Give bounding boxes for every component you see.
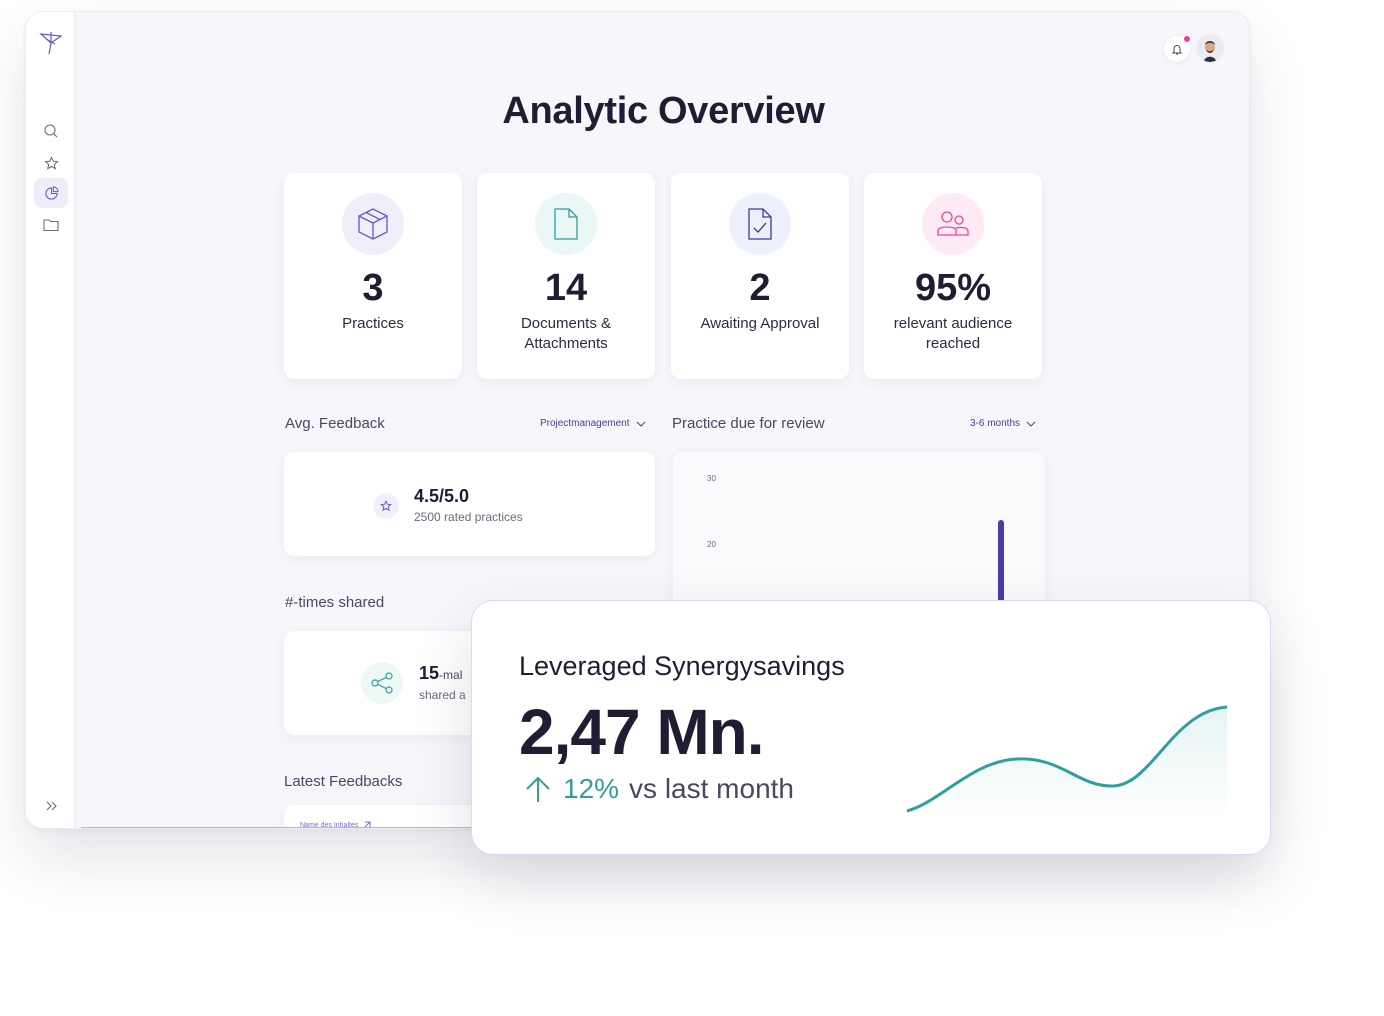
avatar-image	[1196, 34, 1224, 62]
document-check-icon	[748, 208, 772, 240]
review-title: Practice due for review	[672, 415, 825, 432]
sidebar-item-favorites[interactable]	[34, 148, 68, 178]
feedback-filter-label: Projectmanagement	[540, 418, 630, 429]
chevron-down-icon	[1026, 421, 1036, 427]
sidebar-item-analytics[interactable]	[34, 178, 68, 208]
logo-icon[interactable]	[38, 30, 64, 56]
notification-badge	[1183, 35, 1191, 43]
y-tick-label: 20	[707, 540, 716, 549]
page-title: Analytic Overview	[502, 90, 825, 132]
share-badge	[361, 662, 403, 704]
box-icon	[358, 208, 388, 240]
folder-icon	[43, 219, 59, 232]
sidebar-item-folders[interactable]	[34, 210, 68, 240]
pie-chart-icon	[44, 185, 59, 200]
feedback-panel: 4.5/5.0 2500 rated practices	[284, 452, 655, 556]
feedback-star-badge	[373, 493, 399, 519]
user-avatar[interactable]	[1196, 34, 1224, 62]
y-tick-label: 30	[707, 474, 716, 483]
expand-sidebar-icon[interactable]	[42, 797, 60, 815]
review-filter-label: 3-6 months	[970, 418, 1021, 429]
stat-card-audience[interactable]: 95% relevant audience reached	[864, 173, 1042, 379]
feedback-title: Avg. Feedback	[285, 415, 385, 432]
stat-label: relevant audience reached	[893, 315, 1013, 352]
stat-label: Practices	[342, 315, 404, 332]
chevron-down-icon	[636, 421, 645, 427]
star-icon	[380, 500, 392, 512]
savings-sparkline	[906, 705, 1228, 821]
stat-label: Documents & Attachments	[520, 315, 612, 352]
share-icon	[371, 672, 393, 694]
stat-value: 14	[544, 267, 588, 309]
shared-title: #-times shared	[285, 594, 385, 611]
star-icon	[43, 155, 59, 170]
stat-value: 2	[749, 267, 771, 309]
feedback-filter-select[interactable]: Projectmanagement	[540, 418, 646, 429]
savings-value: 2,47 Mn.	[519, 696, 765, 768]
document-icon	[554, 208, 578, 240]
savings-trend-text: vs last month	[629, 773, 794, 804]
sidebar-item-search[interactable]	[34, 116, 68, 146]
stat-icon-bg	[729, 193, 791, 255]
shared-value: 15-mal	[419, 663, 462, 684]
sparkline-line	[906, 705, 1228, 813]
shared-count: 15	[419, 663, 440, 683]
chart-bar[interactable]	[998, 520, 1004, 640]
shared-suffix: -mal	[439, 668, 463, 682]
stat-label: Awaiting Approval	[700, 315, 820, 332]
divider	[81, 827, 501, 828]
latest-item-label: Name des Inhaltes	[300, 822, 359, 829]
stat-icon-bg	[342, 193, 404, 255]
savings-title: Leveraged Synergysavings	[519, 651, 845, 681]
notifications-button[interactable]	[1164, 35, 1191, 62]
savings-card: Leveraged Synergysavings 2,47 Mn. 12% vs…	[471, 600, 1271, 855]
stat-card-documents[interactable]: 14 Documents & Attachments	[477, 173, 655, 379]
arrow-up-icon	[526, 776, 550, 802]
search-icon	[44, 124, 58, 138]
review-filter-select[interactable]: 3-6 months	[970, 418, 1036, 429]
stat-card-approval[interactable]: 2 Awaiting Approval	[671, 173, 849, 379]
stat-value: 3	[362, 267, 384, 309]
stat-value: 95%	[914, 267, 992, 309]
users-icon	[937, 211, 969, 236]
shared-sub: shared a	[419, 688, 466, 702]
stat-icon-bg	[922, 193, 984, 255]
bell-icon	[1172, 44, 1182, 54]
savings-trend: 12% vs last month	[523, 773, 794, 805]
feedback-sub: 2500 rated practices	[414, 510, 523, 524]
savings-trend-percent: 12%	[563, 773, 620, 804]
latest-title: Latest Feedbacks	[284, 773, 403, 790]
feedback-value: 4.5/5.0	[414, 486, 470, 506]
stat-card-practices[interactable]: 3 Practices	[284, 173, 462, 379]
sparkline-area	[907, 707, 1227, 821]
stat-icon-bg	[535, 193, 597, 255]
sidebar	[26, 12, 75, 828]
